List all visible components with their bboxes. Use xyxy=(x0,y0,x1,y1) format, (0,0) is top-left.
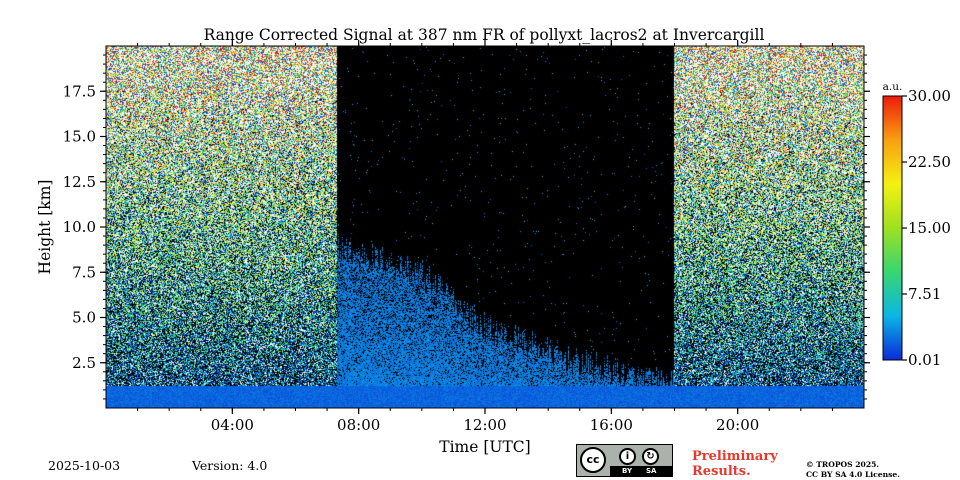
x-tick-label: 20:00 xyxy=(716,416,759,434)
preliminary-notice: Preliminary Results. xyxy=(692,449,778,479)
y-tick-label: 2.5 xyxy=(72,354,96,372)
x-tick-label: 16:00 xyxy=(590,416,633,434)
x-axis-label: Time [UTC] xyxy=(439,438,530,456)
y-tick-label: 15.0 xyxy=(63,128,96,146)
colorbar-tick-label: 0.01 xyxy=(908,351,941,369)
x-tick-label: 04:00 xyxy=(211,416,254,434)
y-tick-label: 17.5 xyxy=(63,82,96,100)
colorbar-layer: a.u. 0.01 7.51 15.00 22.50 30.00 xyxy=(882,81,951,369)
cc-sa-label: SA xyxy=(646,467,657,475)
y-tick-label: 12.5 xyxy=(63,173,96,191)
chart-title: Range Corrected Signal at 387 nm FR of p… xyxy=(203,26,765,44)
colorbar xyxy=(882,95,903,361)
share-alike-icon: ↻ xyxy=(642,448,659,465)
copyright-notice: © TROPOS 2025. CC BY SA 4.0 License. xyxy=(806,460,900,480)
cc-logo-icon: cc xyxy=(580,447,606,473)
y-tick-label: 5.0 xyxy=(72,309,96,327)
signal-heatmap xyxy=(106,46,864,408)
heatmap-layer xyxy=(106,46,864,408)
measurement-date: 2025-10-03 xyxy=(48,458,121,473)
copyright-line-2: CC BY SA 4.0 License. xyxy=(806,470,900,479)
colorbar-unit-label: a.u. xyxy=(883,81,903,93)
colorbar-tick-label: 15.00 xyxy=(908,219,951,237)
x-tick-label: 08:00 xyxy=(337,416,380,434)
x-tick-label: 12:00 xyxy=(463,416,506,434)
cc-label-strip: BY SA xyxy=(610,466,672,476)
y-tick-label: 10.0 xyxy=(63,218,96,236)
y-tick-label: 7.5 xyxy=(72,263,96,281)
preliminary-line-2: Results. xyxy=(692,464,751,479)
preliminary-line-1: Preliminary xyxy=(692,449,778,464)
cc-license-badge[interactable]: cc i ↻ BY SA xyxy=(576,444,673,477)
version-label: Version: 4.0 xyxy=(192,458,268,473)
y-axis-label: Height [km] xyxy=(36,180,54,275)
colorbar-tick-label: 7.51 xyxy=(908,285,941,303)
colorbar-tick-label: 22.50 xyxy=(908,153,951,171)
by-person-icon: i xyxy=(619,448,636,465)
colorbar-tick-label: 30.00 xyxy=(908,87,951,105)
axes-layer: 04:00 08:00 12:00 16:00 20:00 2.5 5.0 7.5 10.0 12… xyxy=(36,40,870,456)
copyright-line-1: © TROPOS 2025. xyxy=(806,460,880,469)
cc-by-label: BY xyxy=(622,467,633,475)
